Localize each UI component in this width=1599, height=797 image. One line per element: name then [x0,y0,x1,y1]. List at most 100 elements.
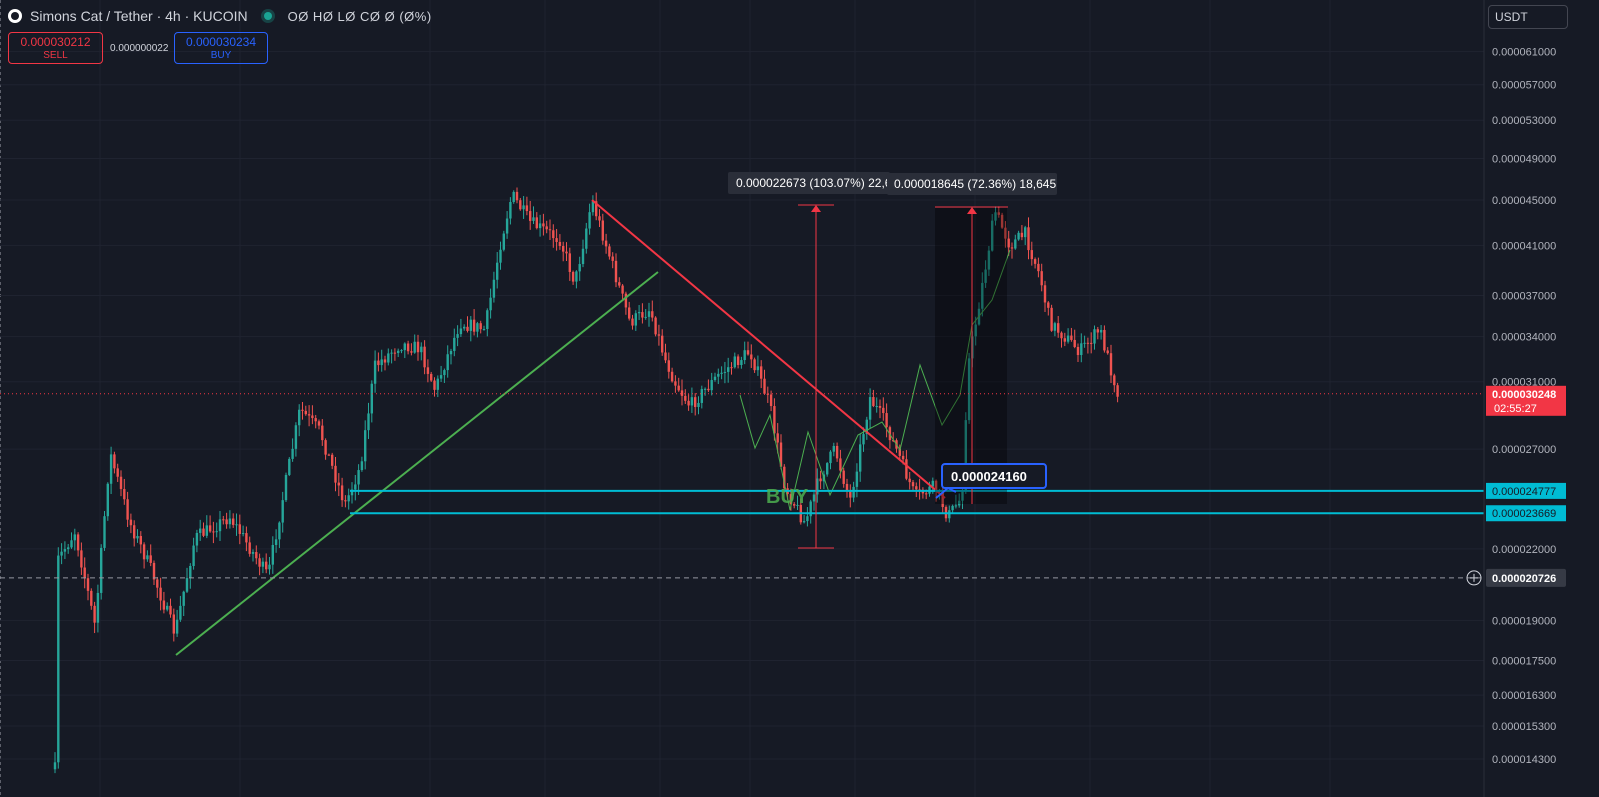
candle [743,341,746,365]
candle [373,350,377,393]
candle-body [215,531,218,533]
symbol-title[interactable]: Simons Cat / Tether · 4h · KUCOIN [30,8,248,24]
candle-body [961,491,964,501]
candle-body [189,565,192,579]
candle-body [324,440,327,455]
candle-body [459,328,463,335]
measure-range-1 [798,204,834,549]
candle-body [317,421,321,426]
candle-body [291,448,294,459]
candle [1066,328,1070,344]
candle-body [331,454,334,466]
candle-body [86,578,90,591]
candle-body [298,409,301,426]
currency-select[interactable]: USDT [1488,5,1568,29]
candle [400,349,403,354]
candle [159,577,162,611]
candle [387,348,390,366]
candle-body [274,539,278,545]
candle-body [1020,232,1024,238]
candle [958,493,961,508]
candle-body [439,375,443,379]
measure-arrow [967,207,977,214]
candle [1093,325,1096,350]
candle-body [301,409,304,411]
candle [849,484,852,508]
candle [984,260,987,288]
candle-body [951,505,954,511]
candle [67,543,70,554]
candle [261,557,265,574]
candle-body [601,220,604,241]
candle [53,752,57,774]
candle [525,196,529,216]
add-alert-plus-icon[interactable] [1466,570,1482,586]
candle-body [766,393,769,395]
candle [324,438,327,460]
candle-body [746,350,750,355]
market-status-icon[interactable] [263,12,272,20]
candle [1000,212,1004,229]
candle-body [505,218,509,234]
price-axis-tick: 0.000017500 [1492,655,1556,667]
candle [496,252,499,289]
candle-body [367,413,370,431]
candle-body [100,547,103,593]
candle [575,270,578,289]
candle-body [60,551,63,556]
candle [255,545,258,565]
candle-body [954,505,958,507]
candle-body [397,350,400,353]
candle [878,399,882,419]
candle-body [581,248,585,265]
candle [760,360,763,389]
candle-body [423,346,426,368]
candle [175,609,179,637]
buy-button[interactable]: 0.000030234 BUY [174,32,268,64]
candle [515,187,519,204]
candle [991,214,994,252]
candle-body [855,471,859,487]
candle [512,190,515,204]
candle-body [1027,227,1030,251]
candle-body [958,500,961,506]
candle-body [212,531,215,533]
candle [845,478,849,498]
candle [532,206,535,224]
candle [733,352,736,369]
candle-body [499,249,502,263]
candle-body [710,380,713,391]
symbol-logo-icon [8,9,22,23]
candle [865,416,868,440]
candle-body [241,533,245,535]
candle-body [571,271,575,282]
candle [1060,331,1063,348]
candle-body [723,371,727,373]
candle-body [152,562,156,580]
price-callout-pointer [935,486,957,499]
candle-body [383,359,387,363]
candle [364,420,367,470]
candle-body [1113,375,1116,386]
candle-body [156,579,159,588]
candle-body [284,474,288,501]
candle-body [245,533,248,543]
candle [585,222,588,254]
candle [370,380,373,423]
candle [357,464,360,496]
candle [307,405,311,427]
candle [519,197,522,211]
candle [832,442,835,457]
candle-body [862,434,865,445]
candle-body [53,762,57,770]
price-axis-tick: 0.000022000 [1492,544,1556,556]
candle-body [585,228,588,249]
candle [542,213,545,236]
candle-body [783,466,786,489]
sell-button[interactable]: 0.000030212 SELL [8,32,103,64]
candle [156,577,159,598]
candle-body [169,605,172,615]
candle-body [1093,329,1096,344]
candle [103,510,106,551]
